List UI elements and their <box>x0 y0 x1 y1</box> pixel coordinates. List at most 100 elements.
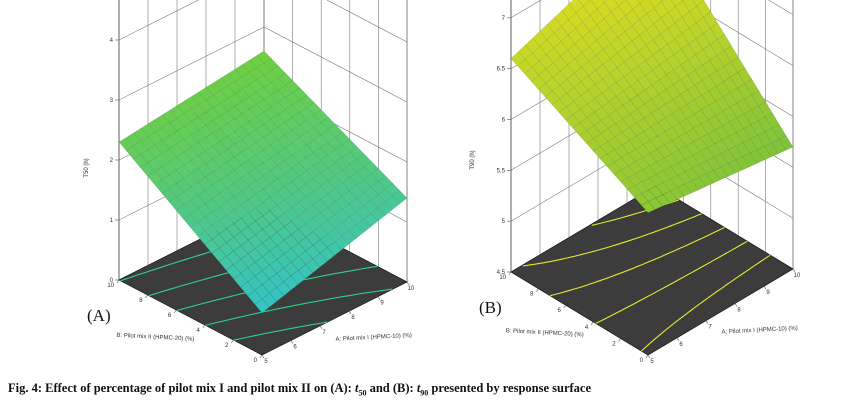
x-tick-label: 8 <box>351 315 355 321</box>
surface-cell <box>198 150 213 165</box>
surface-cell <box>572 122 588 136</box>
surface-cell <box>234 139 250 153</box>
surface-cell <box>586 138 601 152</box>
surface-cell <box>249 79 264 93</box>
surface-cell <box>658 89 674 105</box>
y-tick-label: 10 <box>499 275 506 281</box>
x-tick-mark <box>763 286 767 290</box>
surface-cell <box>573 81 589 96</box>
surface-cell <box>552 70 568 86</box>
z-tick-label: 0 <box>110 278 114 284</box>
surface-cell <box>644 84 660 100</box>
y-tick-label: 8 <box>530 292 534 298</box>
surface-cell <box>126 132 141 147</box>
x-tick-mark <box>261 354 265 359</box>
surface-cell <box>312 212 328 227</box>
surface-cell <box>176 113 192 127</box>
surface-cell <box>735 156 750 171</box>
surface-cell <box>234 88 250 102</box>
surface-cell <box>634 181 650 194</box>
surface-cell <box>240 212 256 227</box>
z-axis-label: T90 (h) <box>470 150 476 169</box>
caption-b-sub: 90 <box>420 388 429 398</box>
surface-cell <box>212 179 228 194</box>
x-tick-label: 10 <box>408 286 415 292</box>
surface-cell <box>219 228 234 243</box>
caption-middle: and (B): <box>366 381 417 395</box>
surface-cell <box>714 125 730 141</box>
surface-cell <box>517 59 533 75</box>
surface-cell <box>573 95 588 110</box>
contour-line <box>641 254 771 352</box>
surface-cell <box>558 106 574 121</box>
surface-cell <box>320 154 336 169</box>
surface-cell <box>125 145 141 160</box>
surface-cell <box>737 83 752 100</box>
surface-cell <box>262 264 277 280</box>
surface-cell <box>133 141 149 155</box>
surface-cell <box>190 222 206 237</box>
surface-cell <box>154 179 170 194</box>
surface-cell <box>197 230 213 245</box>
panel-label: (B) <box>479 298 502 317</box>
surface-cell <box>524 67 540 82</box>
z-tick-label: 6 <box>502 118 506 124</box>
surface-cell <box>546 32 562 49</box>
x-tick-label: 6 <box>679 342 683 348</box>
surface-cell <box>276 281 292 297</box>
x-tick-label: 7 <box>708 325 712 331</box>
surface-cell <box>291 242 306 257</box>
x-tick-label: 5 <box>650 359 654 365</box>
surface-cell <box>621 153 636 167</box>
y-tick-label: 4 <box>585 325 589 331</box>
surface-cell <box>205 107 221 121</box>
surface-cell <box>567 58 582 74</box>
x-tick-mark <box>406 281 410 286</box>
x-tick-mark <box>705 320 709 324</box>
surface-cell <box>313 160 329 174</box>
z-tick-label: 5.5 <box>497 168 506 174</box>
surface-cell <box>276 267 292 282</box>
surface-cell <box>233 218 249 233</box>
x-tick-mark <box>734 303 738 307</box>
surface-cell <box>652 33 668 50</box>
surface-cell <box>659 74 674 90</box>
z-tick-label: 4.5 <box>497 270 506 276</box>
y-tick-mark <box>259 354 263 359</box>
surface-cell <box>248 194 264 208</box>
z-tick-label: 3 <box>110 98 114 104</box>
contour-line <box>233 321 328 341</box>
surface-cell <box>706 156 722 171</box>
surface-cell <box>675 0 690 18</box>
surface-cell <box>233 204 249 219</box>
x-tick-mark <box>290 340 294 344</box>
surface-cell <box>674 17 690 34</box>
surface-cell <box>646 23 661 40</box>
surface-cell <box>730 56 746 73</box>
surface-cell <box>559 92 574 108</box>
surface-cell <box>579 117 595 131</box>
surface-cell <box>695 33 711 50</box>
y-tick-mark <box>590 321 594 325</box>
surface-cell <box>632 19 647 36</box>
y-tick-mark <box>231 339 234 344</box>
surface-cell <box>211 233 227 249</box>
surface-cell <box>220 98 235 112</box>
surface-cell <box>531 60 547 76</box>
surface-cell <box>600 128 616 142</box>
surface-cell <box>356 179 372 193</box>
surface-cell <box>147 157 163 172</box>
z-axis-label: T50 (h) <box>84 158 90 177</box>
surface-cell <box>642 165 657 179</box>
surface-cell <box>553 41 569 57</box>
y-tick-label: 8 <box>139 298 143 304</box>
surface-cell <box>681 0 684 2</box>
surface-cell <box>606 161 622 175</box>
surface-cell <box>240 226 256 241</box>
surface-cell <box>560 34 576 51</box>
surface-cell <box>610 21 626 38</box>
surface-cell <box>255 202 271 217</box>
z-gridline <box>118 0 408 43</box>
surface-cell <box>378 175 393 190</box>
